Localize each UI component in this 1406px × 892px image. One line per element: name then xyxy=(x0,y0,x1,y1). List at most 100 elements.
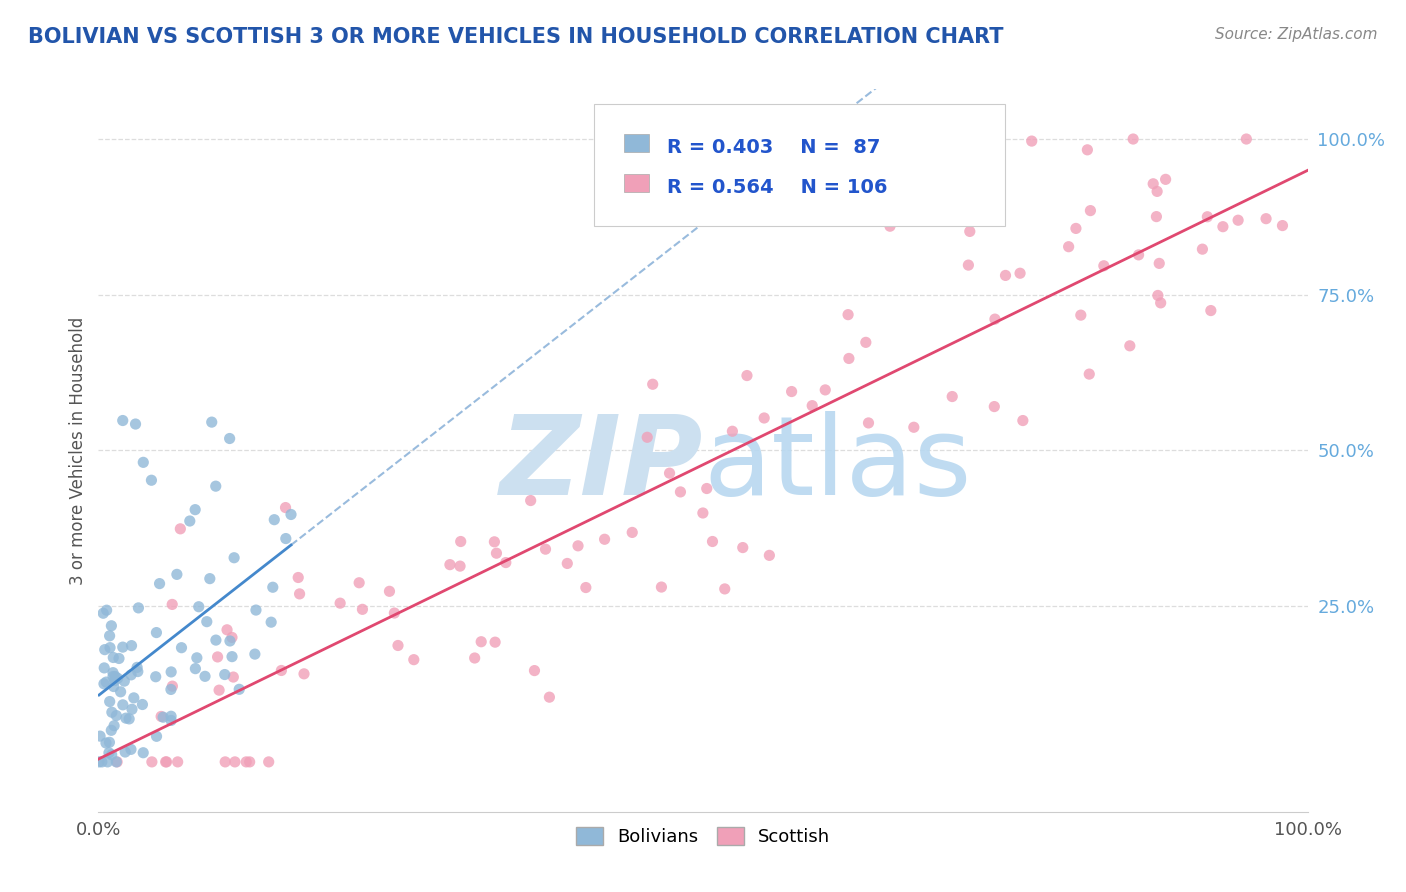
Point xyxy=(257,755,280,769)
Point xyxy=(115,711,138,725)
Point xyxy=(262,580,284,594)
Point xyxy=(1122,132,1144,146)
Point xyxy=(1199,303,1222,318)
Point xyxy=(108,651,131,665)
Point xyxy=(201,415,224,429)
Point xyxy=(112,674,135,689)
Point xyxy=(903,420,925,434)
Point xyxy=(692,506,714,520)
Point xyxy=(141,473,163,487)
Point xyxy=(1064,221,1087,235)
Point xyxy=(120,668,142,682)
Point xyxy=(1080,203,1102,218)
Point xyxy=(160,598,183,612)
Point xyxy=(105,755,128,769)
Point xyxy=(495,556,517,570)
Point xyxy=(111,698,134,712)
Point xyxy=(214,755,236,769)
Point xyxy=(103,650,125,665)
Point xyxy=(1147,256,1170,270)
Point xyxy=(669,484,692,499)
Point xyxy=(145,670,167,684)
Point xyxy=(94,736,117,750)
Point xyxy=(382,606,405,620)
Point xyxy=(111,413,134,427)
Point xyxy=(754,411,776,425)
Point xyxy=(160,665,183,679)
Point xyxy=(274,532,297,546)
Point xyxy=(87,755,110,769)
Point xyxy=(155,755,177,769)
Point xyxy=(194,669,217,683)
Point xyxy=(96,603,118,617)
Point xyxy=(519,493,541,508)
Point xyxy=(735,368,758,383)
Point xyxy=(145,729,167,743)
Point xyxy=(111,640,134,654)
Point xyxy=(89,729,111,743)
Point xyxy=(100,619,122,633)
Point xyxy=(402,653,425,667)
Point xyxy=(1191,242,1213,256)
FancyBboxPatch shape xyxy=(624,135,648,153)
Point xyxy=(104,669,127,683)
Point xyxy=(101,665,124,680)
Point xyxy=(641,377,664,392)
Point xyxy=(152,710,174,724)
Point xyxy=(1197,210,1219,224)
Point xyxy=(1092,259,1115,273)
Point xyxy=(221,631,243,645)
Point xyxy=(1227,213,1250,227)
Y-axis label: 3 or more Vehicles in Household: 3 or more Vehicles in Household xyxy=(69,317,87,584)
Point xyxy=(120,742,142,756)
Point xyxy=(1144,210,1167,224)
Point xyxy=(702,534,724,549)
Point xyxy=(94,642,117,657)
Point xyxy=(1128,248,1150,262)
Point xyxy=(127,665,149,679)
Point xyxy=(287,570,309,584)
Point xyxy=(650,580,672,594)
Point xyxy=(575,581,598,595)
Text: Source: ZipAtlas.com: Source: ZipAtlas.com xyxy=(1215,27,1378,42)
Point xyxy=(347,575,370,590)
Point xyxy=(855,335,877,350)
Point xyxy=(814,383,837,397)
Point xyxy=(235,755,257,769)
Point xyxy=(1234,132,1257,146)
Point xyxy=(131,698,153,712)
FancyBboxPatch shape xyxy=(595,103,1005,227)
Point xyxy=(98,735,121,749)
Point xyxy=(184,662,207,676)
Point xyxy=(1078,367,1101,381)
Point xyxy=(90,755,112,769)
Point xyxy=(169,522,191,536)
Point xyxy=(105,755,128,769)
Point xyxy=(98,640,121,655)
Point xyxy=(122,690,145,705)
Point xyxy=(274,500,297,515)
Point xyxy=(186,650,208,665)
Point xyxy=(464,651,486,665)
Point xyxy=(221,649,243,664)
Point xyxy=(439,558,461,572)
Point xyxy=(378,584,401,599)
Point xyxy=(858,416,880,430)
Point xyxy=(957,258,980,272)
Point xyxy=(100,747,122,762)
Point xyxy=(160,709,183,723)
Point xyxy=(98,629,121,643)
Point xyxy=(1021,134,1043,148)
Point xyxy=(179,514,201,528)
Point xyxy=(160,714,183,728)
Legend: Bolivians, Scottish: Bolivians, Scottish xyxy=(568,820,838,854)
Point xyxy=(780,384,803,399)
Point xyxy=(450,534,472,549)
Point xyxy=(245,603,267,617)
Point xyxy=(215,623,238,637)
Point xyxy=(484,534,506,549)
Point xyxy=(696,482,718,496)
Point xyxy=(758,549,780,563)
FancyBboxPatch shape xyxy=(624,174,648,192)
Point xyxy=(994,268,1017,283)
